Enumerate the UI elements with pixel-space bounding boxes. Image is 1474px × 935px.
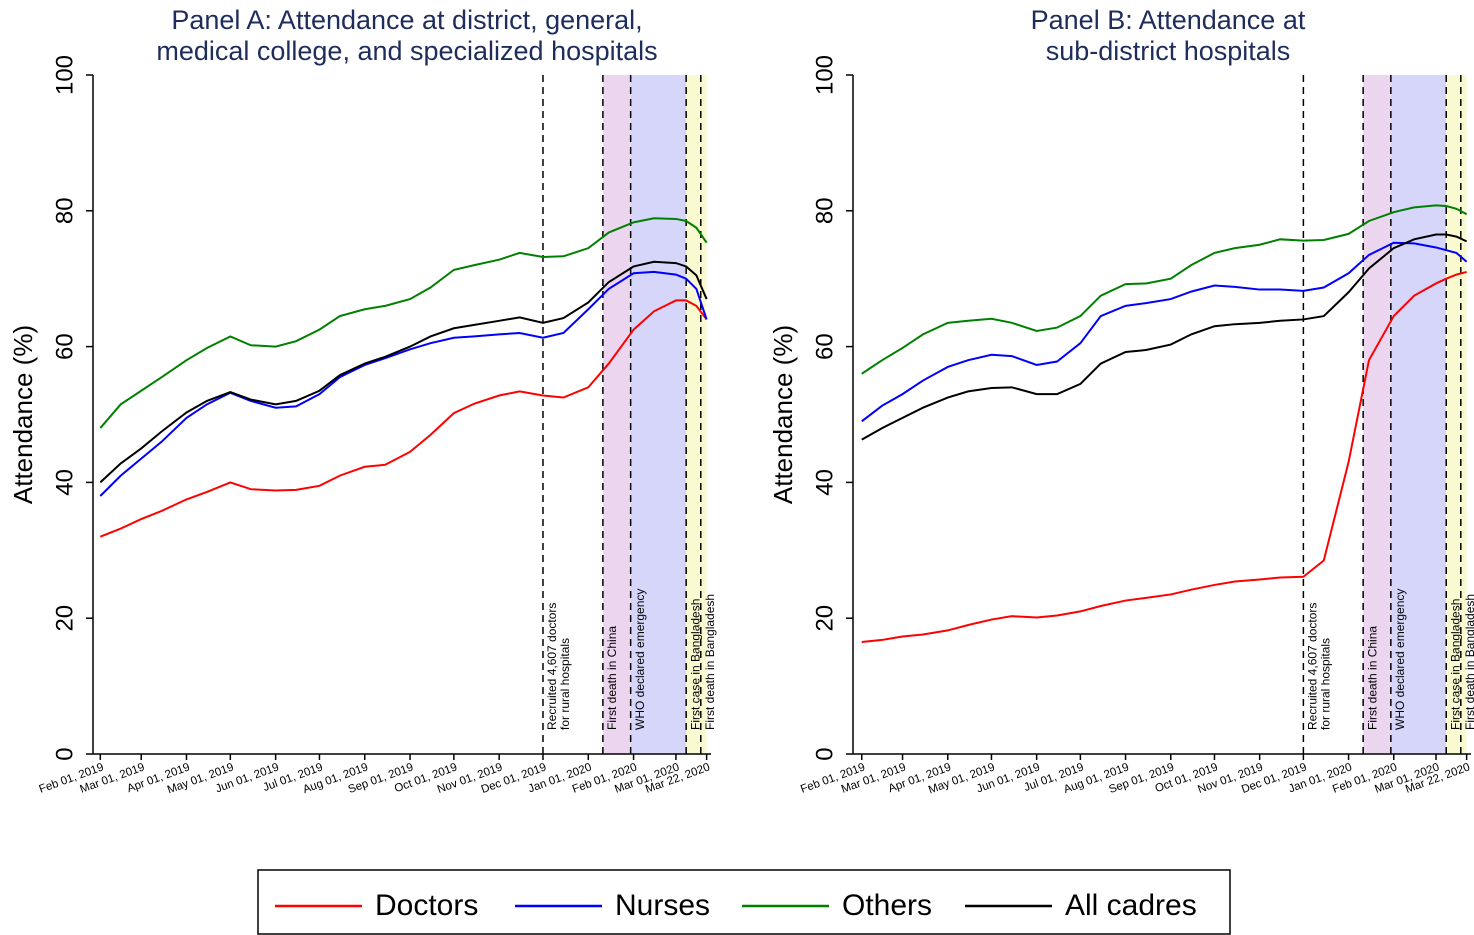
event-label: WHO declared emergency — [633, 589, 647, 730]
y-tick-label: 60 — [51, 333, 78, 360]
y-tick-label: 20 — [51, 605, 78, 632]
chart-title: Panel A: Attendance at district, general… — [171, 5, 642, 35]
legend-box — [257, 869, 1231, 935]
chart-title: Panel B: Attendance at — [1031, 5, 1306, 35]
y-tick-label: 80 — [811, 197, 838, 224]
event-label: First death in Bangladesh — [703, 594, 717, 730]
series-line — [99, 299, 708, 538]
event-label: WHO declared emergency — [1393, 589, 1407, 730]
y-axis-label: Attendance (%) — [8, 325, 38, 504]
y-tick-label: 40 — [51, 469, 78, 496]
event-label: First death in China — [1365, 626, 1379, 730]
series-line — [861, 204, 1468, 375]
y-tick-label: 0 — [811, 747, 838, 760]
event-band — [1363, 75, 1391, 754]
series-line — [861, 270, 1467, 643]
series-line — [861, 241, 1468, 423]
y-tick-label: 20 — [811, 605, 838, 632]
y-axis-label: Attendance (%) — [768, 325, 798, 504]
series-line — [861, 233, 1468, 441]
event-band — [630, 75, 687, 754]
chart-title: sub-district hospitals — [1046, 36, 1291, 66]
y-tick-label: 60 — [811, 333, 838, 360]
event-label: First case in Bangladesh — [1448, 599, 1462, 730]
event-band — [602, 75, 631, 754]
event-label: Recruited 4,607 doctors — [1306, 603, 1320, 730]
event-label: for rural hospitals — [1319, 638, 1333, 730]
legend-label: Nurses — [615, 889, 710, 922]
event-band — [1390, 75, 1447, 754]
series-line — [99, 270, 708, 497]
legend-label: Others — [842, 889, 932, 922]
event-label: First death in China — [605, 626, 619, 730]
y-tick-label: 100 — [51, 55, 78, 95]
series-line — [99, 217, 708, 429]
legend-label: All cadres — [1065, 889, 1197, 922]
y-tick-label: 100 — [811, 55, 838, 95]
chart-title: medical college, and specialized hospita… — [156, 36, 657, 66]
event-label: First case in Bangladesh — [688, 599, 702, 730]
y-tick-label: 0 — [51, 747, 78, 760]
event-label: for rural hospitals — [558, 638, 572, 730]
series-line — [99, 260, 708, 484]
legend-label: Doctors — [375, 889, 478, 922]
y-tick-label: 80 — [51, 197, 78, 224]
y-tick-label: 40 — [811, 469, 838, 496]
event-label: Recruited 4,607 doctors — [545, 603, 559, 730]
event-label: First death in Bangladesh — [1463, 594, 1474, 730]
